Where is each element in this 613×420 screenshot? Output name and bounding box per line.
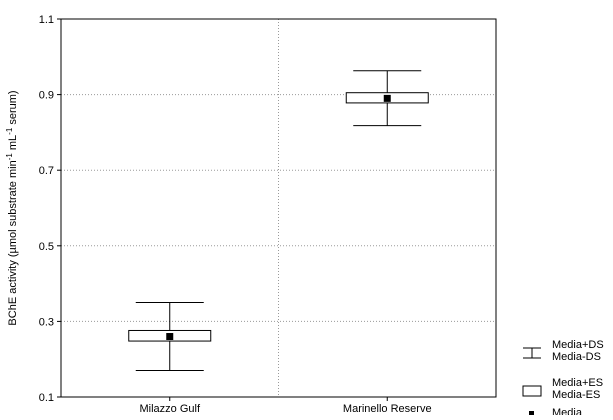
- y-tick-label-5: 1.1: [39, 14, 54, 26]
- legend-label-1-1: Media-ES: [552, 389, 600, 401]
- legend-label-2-0: Media: [552, 407, 583, 415]
- plot-frame: [60, 18, 497, 398]
- y-tick-label-2: 0.5: [39, 241, 54, 253]
- x-tick-label-1: Marinello Reserve: [343, 403, 432, 415]
- y-tick-label-0: 0.1: [39, 392, 54, 404]
- legend-label-1-0: Media+ES: [552, 377, 603, 389]
- x-tick-label-0: Milazzo Gulf: [139, 403, 200, 415]
- y-tick-label-3: 0.7: [39, 165, 54, 177]
- y-axis-label: BChE activity (µmol substrate min-1 mL-1…: [5, 90, 19, 325]
- mean-point-1: [383, 94, 391, 102]
- legend-point: [529, 411, 534, 416]
- y-tick-label-1: 0.3: [39, 316, 54, 328]
- y-axis-label-part: serum): [7, 90, 19, 127]
- y-axis-label-superscript: -1: [5, 153, 14, 161]
- mean-point-0: [166, 333, 174, 341]
- legend-label-0-0: Media+DS: [552, 339, 604, 351]
- legend-label-0-1: Media-DS: [552, 351, 601, 363]
- y-axis-label-part: BChE activity (µmol substrate min: [7, 160, 19, 325]
- y-axis-label-part: mL: [7, 135, 19, 153]
- y-axis-label-superscript: -1: [5, 127, 14, 135]
- y-tick-label-4: 0.9: [39, 90, 54, 102]
- legend-box: [522, 385, 542, 397]
